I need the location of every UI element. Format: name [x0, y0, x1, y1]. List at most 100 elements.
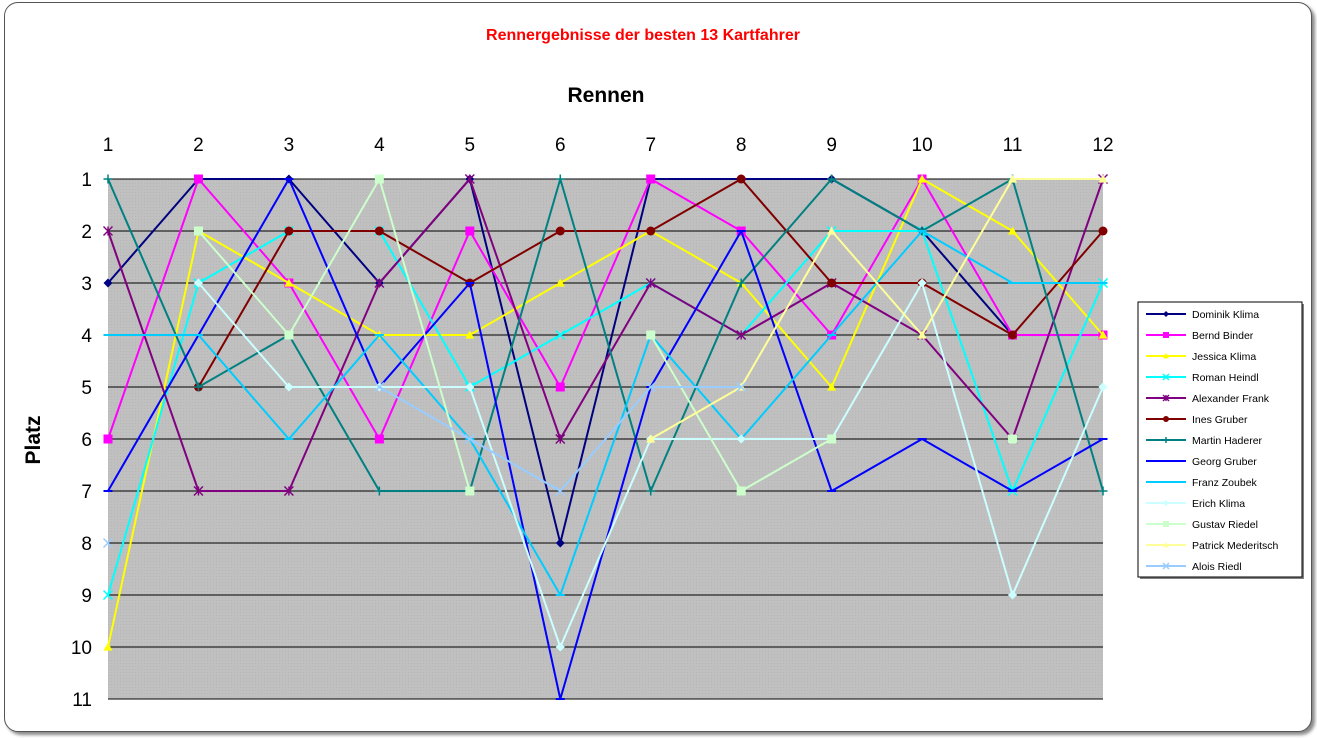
data-point	[1008, 174, 1018, 183]
y-tick-label: 1	[81, 170, 92, 191]
legend-item: Erich Klima	[1146, 498, 1245, 510]
data-point	[374, 486, 384, 496]
data-point	[1163, 542, 1169, 548]
data-point	[555, 434, 566, 444]
legend-label: Ines Gruber	[1192, 414, 1248, 426]
legend-label: Georg Gruber	[1192, 456, 1257, 468]
data-point	[1162, 562, 1170, 570]
x-tick-label: 10	[912, 135, 933, 156]
series-group	[193, 174, 1018, 496]
data-point	[1098, 382, 1108, 392]
data-point	[1163, 521, 1169, 527]
data-point	[1163, 311, 1169, 317]
data-point	[827, 434, 837, 444]
data-point	[1008, 226, 1018, 235]
y-tick-label: 3	[81, 274, 92, 295]
legend-item: Ines Gruber	[1146, 414, 1248, 426]
data-point	[1098, 330, 1108, 339]
y-tick-label: 6	[81, 430, 92, 451]
y-tick-label: 2	[81, 222, 92, 243]
data-point	[464, 433, 475, 445]
data-point	[465, 486, 475, 496]
legend: Dominik Klima Bernd Binder Jessica Klima Ro…	[1137, 301, 1304, 579]
data-point	[193, 382, 203, 392]
legend-label: Martin Haderer	[1192, 435, 1263, 447]
series-group	[103, 174, 1108, 496]
y-tick-labels: 1 2 3 4 5 6 7 8 9 10 11	[71, 170, 93, 711]
data-point	[102, 589, 114, 601]
legend-item: Bernd Binder	[1146, 330, 1254, 342]
data-point	[193, 174, 203, 184]
data-point	[374, 174, 384, 184]
data-point	[827, 174, 837, 184]
data-point	[1098, 174, 1108, 183]
data-point	[465, 382, 475, 392]
data-point	[917, 278, 927, 288]
data-point	[645, 381, 656, 393]
x-tick-label: 7	[645, 135, 656, 156]
series-line	[108, 230, 1103, 596]
data-point	[555, 382, 565, 392]
data-point	[827, 278, 837, 288]
series-lines	[102, 174, 1109, 700]
legend-label: Erich Klima	[1192, 498, 1245, 510]
data-point	[193, 278, 203, 288]
data-point	[827, 382, 837, 391]
data-point	[464, 174, 475, 184]
x-tick-label: 8	[736, 135, 747, 156]
legend-label: Bernd Binder	[1192, 330, 1254, 342]
data-point	[1162, 394, 1170, 402]
data-point	[645, 278, 656, 288]
x-tick-label: 12	[1092, 135, 1113, 156]
data-point	[736, 486, 746, 496]
series-line	[107, 178, 1103, 440]
data-point	[103, 278, 113, 288]
data-point	[193, 226, 203, 236]
data-point	[736, 381, 747, 393]
series-line	[107, 178, 1104, 492]
legend-label: Roman Heindl	[1192, 372, 1259, 384]
data-point	[646, 226, 656, 236]
legend-item: Martin Haderer	[1146, 435, 1263, 447]
data-point	[284, 226, 294, 236]
series-line	[650, 178, 1103, 440]
series-line	[107, 178, 1104, 648]
data-point	[827, 226, 837, 235]
series-line	[107, 230, 1104, 596]
data-point	[917, 330, 927, 339]
data-point	[103, 174, 113, 184]
legend-label: Franz Zoubek	[1192, 477, 1258, 489]
data-point	[193, 486, 204, 496]
data-point	[555, 226, 565, 236]
x-tick-label: 3	[284, 135, 295, 156]
data-point	[555, 174, 565, 184]
y-tick-label: 10	[71, 638, 92, 659]
legend-item: Dominik Klima	[1146, 309, 1259, 321]
data-point	[646, 434, 656, 443]
data-point	[284, 382, 294, 392]
data-point	[374, 226, 384, 236]
x-tick-label: 4	[374, 135, 385, 156]
data-point	[1008, 434, 1018, 444]
x-tick-label: 9	[826, 135, 837, 156]
data-point	[103, 642, 113, 651]
legend-item: Roman Heindl	[1146, 372, 1259, 384]
data-point	[1008, 590, 1018, 600]
y-tick-label: 4	[81, 326, 92, 347]
data-point	[374, 381, 385, 393]
data-point	[736, 330, 747, 340]
series-group	[102, 381, 747, 549]
data-point	[1163, 353, 1169, 359]
data-point	[374, 434, 384, 444]
x-tick-label: 11	[1003, 135, 1023, 156]
legend-item: Gustav Riedel	[1146, 519, 1258, 531]
y-tick-label: 5	[81, 378, 92, 399]
data-point	[1163, 500, 1169, 506]
x-tick-labels: 1 2 3 4 5 6 7 8 9 10 11 12	[103, 135, 1114, 156]
data-point	[1163, 437, 1169, 443]
data-point	[465, 226, 475, 236]
data-point	[284, 330, 294, 340]
data-point	[555, 329, 566, 341]
data-point	[555, 485, 566, 497]
